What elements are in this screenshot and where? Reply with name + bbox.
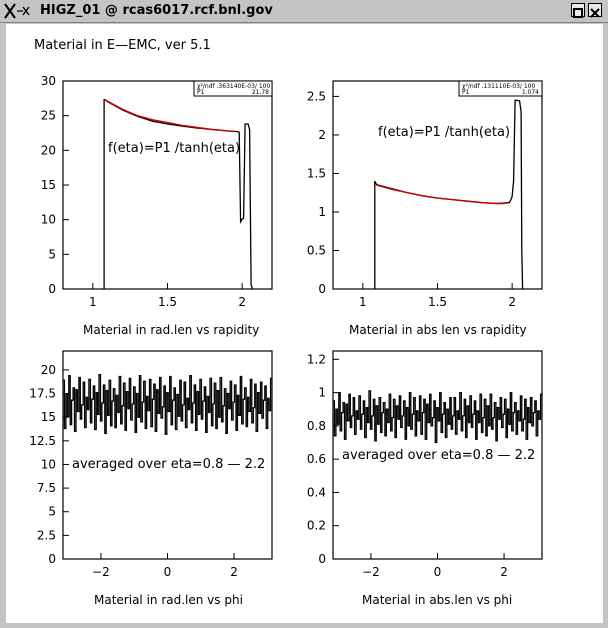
y-tick-label: 15: [41, 178, 56, 192]
y-tick-label: 0: [318, 282, 326, 296]
maximize-button[interactable]: [571, 3, 585, 18]
y-tick-label: 0.2: [307, 519, 326, 533]
close-icon: [590, 8, 600, 18]
x-tick-label: −2: [362, 565, 380, 579]
maximize-icon: [573, 8, 583, 18]
window-titlebar[interactable]: HIGZ_01 @ rcas6017.rcf.bnl.gov: [0, 0, 608, 23]
y-tick-label: 0.6: [307, 452, 326, 466]
x-axis-label: Material in abs len vs rapidity: [349, 323, 527, 337]
series-line: [333, 390, 542, 444]
y-tick-label: 0: [318, 552, 326, 566]
x-tick-label: 1: [359, 295, 367, 309]
y-tick-label: 1: [318, 386, 326, 400]
stat-box-param-label: P1: [462, 89, 470, 96]
y-tick-label: 30: [41, 74, 56, 88]
y-tick-label: 20: [41, 363, 56, 377]
stat-box: [458, 80, 543, 97]
fit-annotation: f(eta)=P1 /tanh(eta): [378, 125, 510, 140]
y-tick-label: 2.5: [307, 89, 326, 103]
series-line: [104, 99, 235, 133]
x-tick-label: 0: [164, 565, 172, 579]
stat-box: [193, 80, 273, 97]
x-tick-label: 1.5: [428, 295, 447, 309]
y-tick-label: 1.2: [307, 352, 326, 366]
y-tick-label: 0.4: [307, 485, 326, 499]
x-tick-label: −2: [92, 565, 110, 579]
stat-box-param-label: P1: [197, 89, 205, 96]
plot-canvas: Material in E—EMC, ver 5.1 0 5 10 15 20 25 30 1…: [6, 24, 603, 623]
page-title: Material in E—EMC, ver 5.1: [34, 38, 211, 53]
x-window-icon: [4, 3, 30, 19]
x-tick-label: 2: [508, 295, 516, 309]
fit-annotation: averaged over eta=0.8 — 2.2: [72, 457, 265, 472]
x-tick-label: 2: [230, 565, 238, 579]
y-tick-label: 5: [48, 505, 56, 519]
stat-box-chi2: χ²/ndf .131110E-03/ 100: [462, 83, 535, 90]
x-tick-label: 2: [500, 565, 508, 579]
y-tick-label: 2: [318, 128, 326, 142]
y-tick-label: 1.5: [307, 166, 326, 180]
plot-frame: [332, 80, 543, 290]
y-tick-label: 0: [48, 552, 56, 566]
close-button[interactable]: [588, 3, 602, 18]
y-tick-label: 7.5: [37, 481, 56, 495]
x-tick-label: 0: [434, 565, 442, 579]
y-tick-label: 25: [41, 109, 56, 123]
y-tick-label: 2.5: [37, 528, 56, 542]
y-tick-label: 0.5: [307, 243, 326, 257]
stat-box-param-value: 21.78: [252, 89, 269, 96]
stat-box-param-value: 1.074: [522, 89, 539, 96]
x-tick-label: 1.5: [158, 295, 177, 309]
fit-annotation: f(eta)=P1 /tanh(eta): [108, 141, 240, 156]
x-axis-label: Material in abs.len vs phi: [362, 593, 512, 607]
y-tick-label: 20: [41, 143, 56, 157]
stat-box-chi2: χ²/ndf .363140E-03/ 100: [197, 83, 270, 90]
window-title: HIGZ_01 @ rcas6017.rcf.bnl.gov: [40, 3, 273, 18]
y-tick-label: 5: [48, 247, 56, 261]
y-tick-label: 10: [41, 213, 56, 227]
y-tick-label: 15: [41, 410, 56, 424]
y-tick-label: 17.5: [29, 387, 56, 401]
series-line: [103, 99, 254, 290]
x-axis-label: Material in rad.len vs rapidity: [83, 323, 259, 337]
series-line: [376, 184, 505, 205]
x-axis-label: Material in rad.len vs phi: [94, 593, 243, 607]
x-tick-label: 1: [89, 295, 97, 309]
y-tick-label: 12.5: [29, 434, 56, 448]
y-tick-label: 10: [41, 457, 56, 471]
x-tick-label: 2: [238, 295, 246, 309]
fit-annotation: averaged over eta=0.8 — 2.2: [342, 448, 535, 463]
y-tick-label: 0.8: [307, 419, 326, 433]
plots-svg: Material in E—EMC, ver 5.1 0510152025301…: [29, 38, 543, 607]
series-line: [63, 373, 272, 435]
y-tick-label: 1: [318, 205, 326, 219]
y-tick-label: 0: [48, 282, 56, 296]
